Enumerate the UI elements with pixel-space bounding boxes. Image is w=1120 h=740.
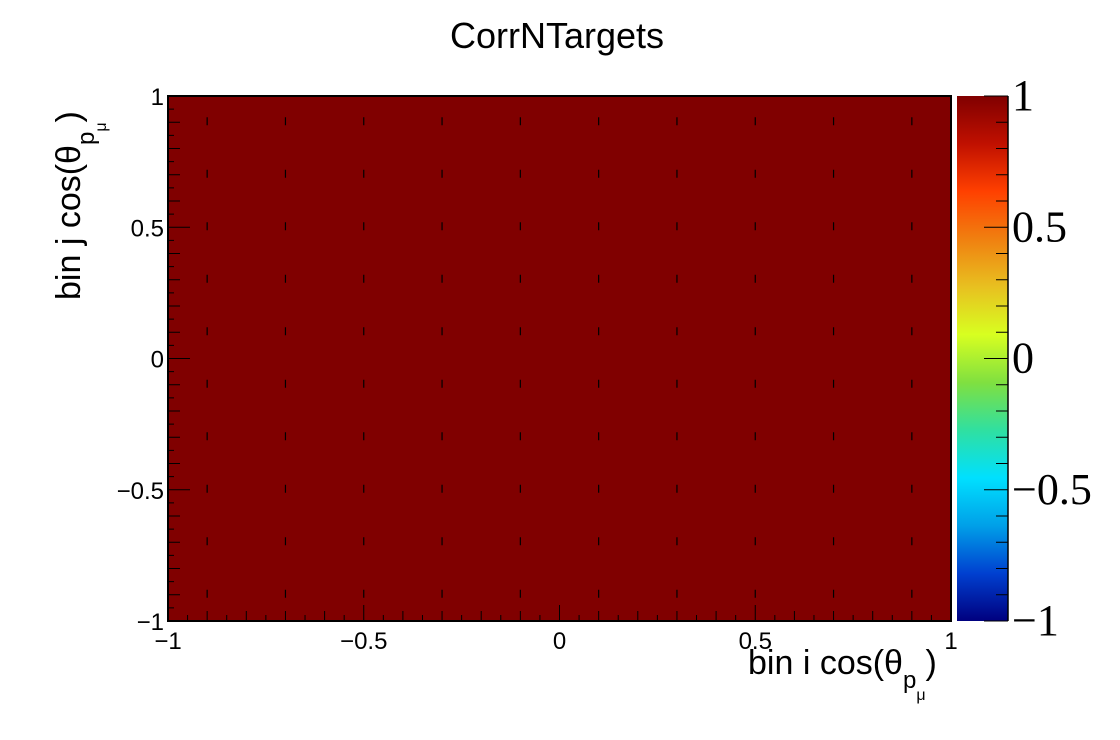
y-tick-label: 0.5 <box>131 215 164 242</box>
colorbar-tick-label: 1 <box>1012 71 1034 120</box>
x-axis-label-close: ) <box>926 644 937 682</box>
y-tick-label: 1 <box>151 84 164 111</box>
plot-area <box>168 96 951 621</box>
y-axis-label-sub: p <box>73 132 100 145</box>
y-axis-label-main: bin j cos(θ <box>50 145 88 300</box>
y-tick-label: −1 <box>137 609 164 636</box>
x-axis-label-sub: p <box>903 667 916 694</box>
colorbar-tick-label: −0.5 <box>1012 465 1092 514</box>
y-tick-label: 0 <box>151 347 164 374</box>
x-axis-label-subsub: μ <box>916 687 925 704</box>
y-axis-label-close: ) <box>50 111 88 122</box>
x-tick-label: 1 <box>944 628 957 655</box>
y-axis-label: bin j cos(θpμ) <box>50 111 110 300</box>
x-axis-label: bin i cos(θpμ) <box>748 644 937 704</box>
color-scale-bar: −1 −0.5 0 0.5 1 <box>957 71 1092 645</box>
chart-title: CorrNTargets <box>450 15 664 56</box>
x-tick-label: 0 <box>553 628 566 655</box>
y-tick-label: −0.5 <box>117 478 164 505</box>
x-tick-label: −0.5 <box>340 628 387 655</box>
x-tick-label: 0.5 <box>739 628 772 655</box>
colorbar-tick-label: 0.5 <box>1012 202 1067 251</box>
axes: −1 −0.5 0 0.5 1 −1 −0.5 0 0.5 1 <box>117 84 958 655</box>
x-tick-label: −1 <box>154 628 181 655</box>
colorbar-tick-label: 0 <box>1012 334 1034 383</box>
x-axis-label-main: bin i cos(θ <box>748 644 903 682</box>
colorbar-tick-label: −1 <box>1012 596 1059 645</box>
y-axis-label-subsub: μ <box>93 122 110 131</box>
heatmap-cell <box>168 96 951 621</box>
